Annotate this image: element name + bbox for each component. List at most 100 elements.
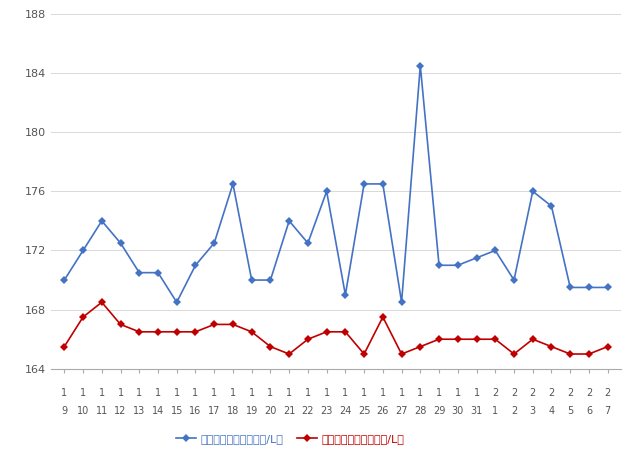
Text: 2: 2 (511, 388, 517, 398)
Text: 2: 2 (530, 388, 536, 398)
Legend: ハイオク看板価格（円/L）, ハイオク実売価格（円/L）: ハイオク看板価格（円/L）, ハイオク実売価格（円/L） (172, 429, 409, 448)
ハイオク看板価格（円/L） (191, 262, 199, 268)
ハイオク実売価格（円/L） (229, 322, 237, 327)
Text: 22: 22 (301, 406, 314, 416)
Text: 1: 1 (324, 388, 330, 398)
Line: ハイオク看板価格（円/L）: ハイオク看板価格（円/L） (61, 63, 611, 305)
ハイオク看板価格（円/L） (154, 270, 162, 275)
Text: 1: 1 (305, 388, 311, 398)
Text: 1: 1 (61, 388, 67, 398)
ハイオク実売価格（円/L） (379, 314, 387, 320)
ハイオク実売価格（円/L） (136, 329, 143, 335)
ハイオク看板価格（円/L） (548, 203, 556, 209)
Text: 23: 23 (321, 406, 333, 416)
Text: 1: 1 (455, 388, 461, 398)
Text: 26: 26 (377, 406, 389, 416)
ハイオク看板価格（円/L） (211, 240, 218, 246)
Text: 1: 1 (248, 388, 255, 398)
ハイオク実売価格（円/L） (60, 344, 68, 349)
ハイオク実売価格（円/L） (417, 344, 424, 349)
ハイオク実売価格（円/L） (492, 337, 499, 342)
Text: 1: 1 (342, 388, 348, 398)
ハイオク実売価格（円/L） (304, 337, 312, 342)
ハイオク実売価格（円/L） (510, 351, 518, 357)
Text: 2: 2 (511, 406, 517, 416)
ハイオク実売価格（円/L） (397, 351, 405, 357)
ハイオク実売価格（円/L） (585, 351, 593, 357)
Text: 2: 2 (605, 388, 611, 398)
ハイオク看板価格（円/L） (492, 248, 499, 253)
ハイオク看板価格（円/L） (397, 300, 405, 305)
ハイオク実売価格（円/L） (79, 314, 87, 320)
ハイオク看板価格（円/L） (136, 270, 143, 275)
ハイオク看板価格（円/L） (566, 285, 574, 290)
Text: 7: 7 (605, 406, 611, 416)
Text: 10: 10 (77, 406, 89, 416)
ハイオク実売価格（円/L） (154, 329, 162, 335)
Text: 1: 1 (173, 388, 180, 398)
Text: 20: 20 (264, 406, 276, 416)
Text: 5: 5 (567, 406, 573, 416)
ハイオク実売価格（円/L） (191, 329, 199, 335)
Text: 30: 30 (452, 406, 464, 416)
ハイオク実売価格（円/L） (566, 351, 574, 357)
ハイオク看板価格（円/L） (585, 285, 593, 290)
Text: 1: 1 (118, 388, 124, 398)
Text: 1: 1 (80, 388, 86, 398)
ハイオク看板価格（円/L） (304, 240, 312, 246)
ハイオク看板価格（円/L） (248, 278, 255, 283)
ハイオク実売価格（円/L） (285, 351, 293, 357)
Text: 16: 16 (189, 406, 202, 416)
ハイオク実売価格（円/L） (342, 329, 349, 335)
Text: 31: 31 (470, 406, 483, 416)
Text: 29: 29 (433, 406, 445, 416)
Text: 12: 12 (115, 406, 127, 416)
ハイオク看板価格（円/L） (360, 181, 368, 187)
Text: 1: 1 (136, 388, 142, 398)
ハイオク看板価格（円/L） (116, 240, 124, 246)
Text: 2: 2 (567, 388, 573, 398)
ハイオク実売価格（円/L） (267, 344, 275, 349)
ハイオク看板価格（円/L） (79, 248, 87, 253)
Text: 15: 15 (170, 406, 183, 416)
ハイオク看板価格（円/L） (173, 300, 180, 305)
Text: 24: 24 (339, 406, 351, 416)
ハイオク実売価格（円/L） (98, 300, 106, 305)
ハイオク看板価格（円/L） (267, 278, 275, 283)
Text: 1: 1 (380, 388, 386, 398)
Text: 4: 4 (548, 406, 554, 416)
ハイオク実売価格（円/L） (454, 337, 461, 342)
Text: 1: 1 (193, 388, 198, 398)
ハイオク実売価格（円/L） (473, 337, 481, 342)
Text: 1: 1 (230, 388, 236, 398)
Text: 1: 1 (286, 388, 292, 398)
Text: 1: 1 (361, 388, 367, 398)
Text: 1: 1 (99, 388, 105, 398)
Text: 3: 3 (530, 406, 536, 416)
ハイオク実売価格（円/L） (116, 322, 124, 327)
Line: ハイオク実売価格（円/L）: ハイオク実売価格（円/L） (61, 300, 611, 357)
ハイオク看板価格（円/L） (510, 278, 518, 283)
ハイオク実売価格（円/L） (323, 329, 330, 335)
Text: 1: 1 (436, 388, 442, 398)
Text: 1: 1 (211, 388, 217, 398)
Text: 6: 6 (586, 406, 592, 416)
Text: 19: 19 (246, 406, 258, 416)
ハイオク実売価格（円/L） (248, 329, 255, 335)
ハイオク看板価格（円/L） (417, 63, 424, 68)
Text: 2: 2 (492, 388, 499, 398)
ハイオク看板価格（円/L） (473, 255, 481, 260)
ハイオク実売価格（円/L） (529, 337, 536, 342)
ハイオク看板価格（円/L） (604, 285, 612, 290)
ハイオク実売価格（円/L） (173, 329, 180, 335)
Text: 2: 2 (586, 388, 592, 398)
Text: 9: 9 (61, 406, 67, 416)
ハイオク看板価格（円/L） (60, 278, 68, 283)
Text: 13: 13 (133, 406, 145, 416)
ハイオク看板価格（円/L） (435, 262, 443, 268)
Text: 17: 17 (208, 406, 220, 416)
ハイオク看板価格（円/L） (98, 218, 106, 224)
Text: 25: 25 (358, 406, 371, 416)
Text: 1: 1 (492, 406, 499, 416)
Text: 21: 21 (283, 406, 295, 416)
